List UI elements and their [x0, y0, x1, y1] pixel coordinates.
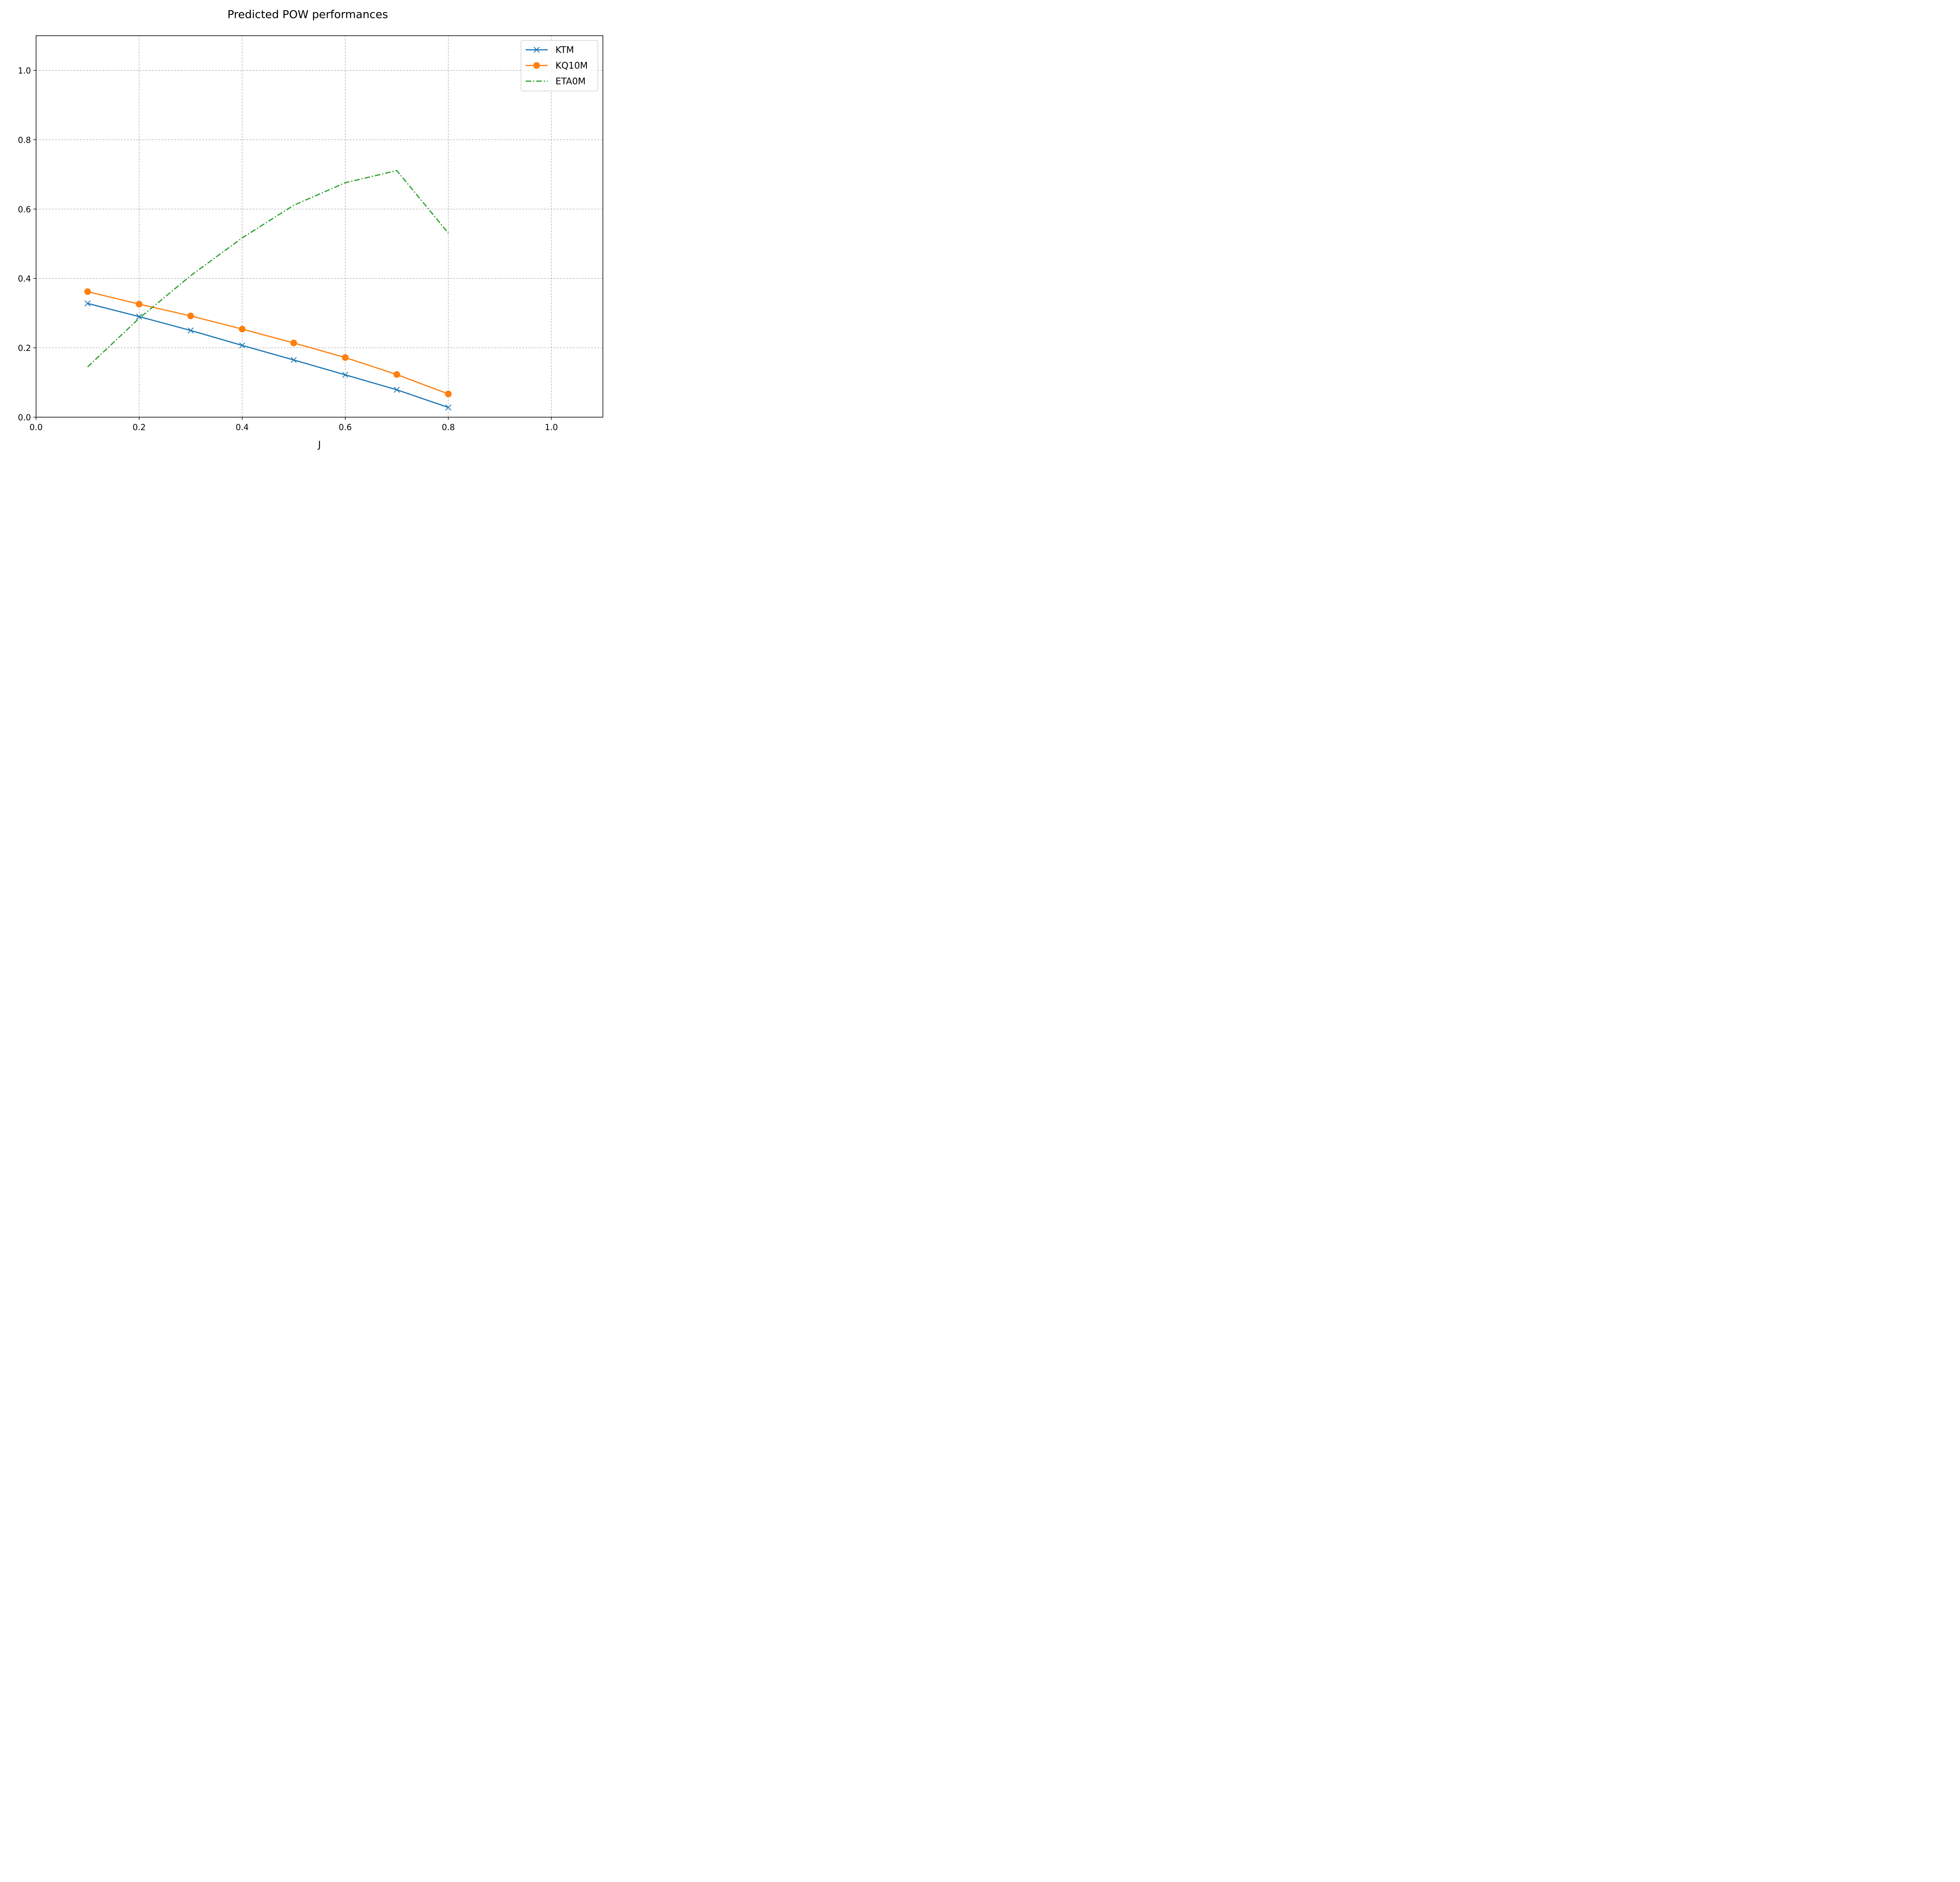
- grid: [36, 36, 603, 417]
- legend-label: KTM: [555, 45, 574, 55]
- legend-marker: [534, 47, 540, 53]
- legend: KTM KQ10M ETA0M: [521, 40, 598, 91]
- y-tick-label: 0.2: [18, 343, 31, 353]
- x-tick-label: 1.0: [545, 423, 558, 432]
- x-tick-label: 0.0: [29, 423, 42, 432]
- data-point: [393, 371, 400, 378]
- series-line: [87, 291, 449, 395]
- x-axis-label: J: [317, 439, 321, 450]
- series-line: [87, 303, 449, 408]
- data-point: [84, 300, 91, 307]
- data-point: [136, 301, 143, 308]
- plot-frame: [36, 35, 603, 418]
- x-tick-label: 0.2: [132, 423, 145, 432]
- y-tick-label: 1.0: [18, 66, 31, 75]
- data-point: [342, 372, 348, 378]
- x-tick-label: 0.6: [339, 423, 352, 432]
- data-point: [239, 342, 245, 349]
- legend-box: [521, 40, 598, 91]
- legend-item-ktm: KTM: [526, 45, 574, 55]
- data-point: [394, 387, 400, 393]
- chart-root: 0.0 0.2 0.4 0.6 0.8 1.0 0.0 0.2 0.4 0.6 0.8 1.0 Pre…: [0, 0, 615, 461]
- data-point: [342, 354, 349, 361]
- x-tick-label: 0.8: [442, 423, 455, 432]
- data-point: [136, 313, 142, 320]
- series-layer: [84, 170, 452, 411]
- series-line: [87, 170, 449, 367]
- data-point: [445, 404, 452, 411]
- data-point: [239, 325, 246, 332]
- line-chart: 0.0 0.2 0.4 0.6 0.8 1.0 0.0 0.2 0.4 0.6 0.8 1.0 Pre…: [18, 8, 603, 450]
- legend-marker: [533, 62, 540, 69]
- y-tick-label: 0.0: [18, 413, 31, 422]
- ticks: 0.0 0.2 0.4 0.6 0.8 1.0 0.0 0.2 0.4 0.6 0.8 1.0: [18, 66, 558, 432]
- legend-item-eta0m: ETA0M: [526, 76, 586, 87]
- legend-item-kq10m: KQ10M: [526, 61, 588, 71]
- data-point: [84, 288, 91, 295]
- data-point: [290, 357, 297, 363]
- series-eta0m: [87, 170, 449, 367]
- data-point: [187, 312, 194, 320]
- chart-title: Predicted POW performances: [227, 8, 388, 21]
- series-ktm: [84, 300, 452, 411]
- data-point: [290, 340, 297, 347]
- y-tick-label: 0.8: [18, 135, 31, 145]
- legend-label: ETA0M: [555, 76, 586, 87]
- data-point: [187, 327, 194, 334]
- y-tick-label: 0.4: [18, 274, 31, 283]
- x-tick-label: 0.4: [236, 423, 249, 432]
- legend-label: KQ10M: [555, 61, 588, 71]
- series-kq10m: [84, 288, 452, 398]
- data-point: [445, 391, 452, 398]
- y-tick-label: 0.6: [18, 205, 31, 214]
